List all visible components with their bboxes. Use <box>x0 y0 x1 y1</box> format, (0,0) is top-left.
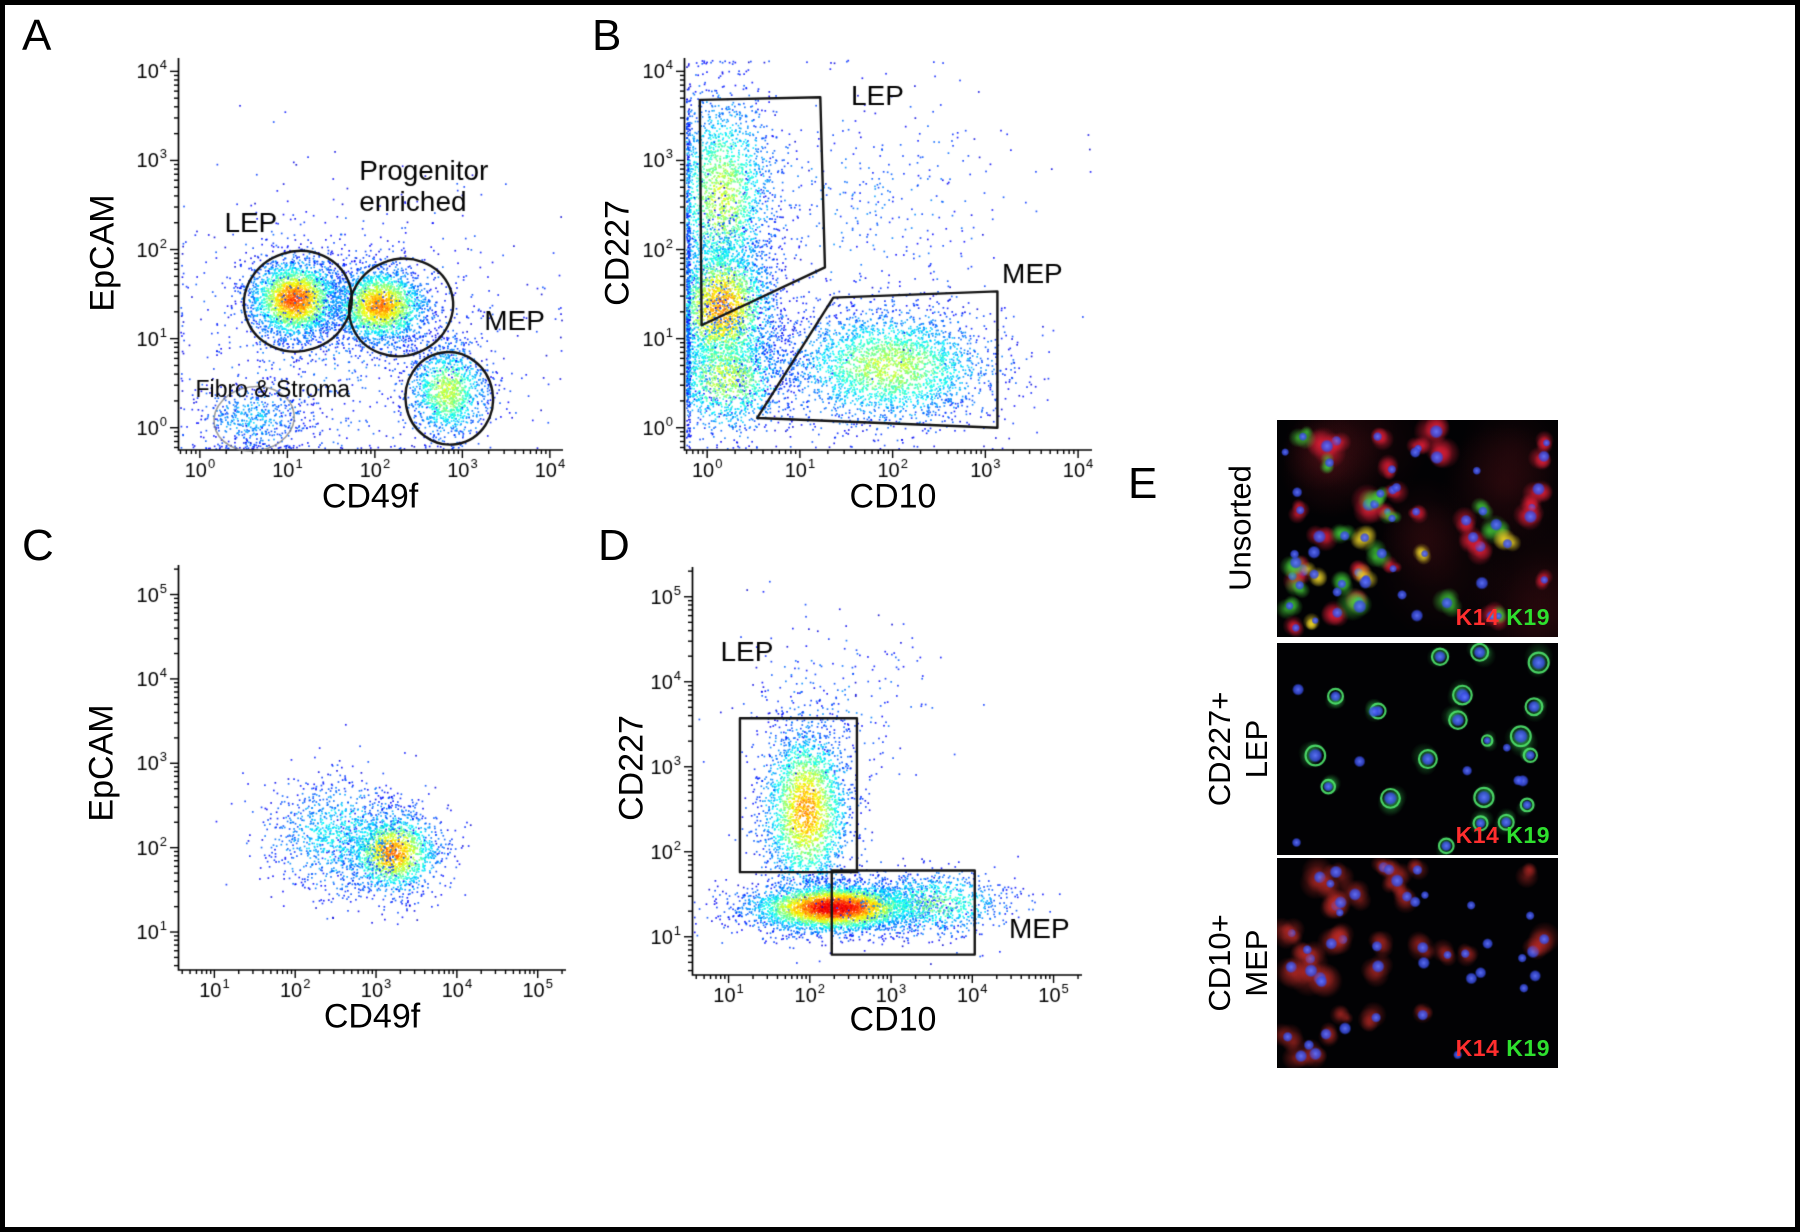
panel-label-E: E <box>1128 459 1158 508</box>
stain-legend-cd10-mep: K14 K19 <box>1380 1035 1550 1062</box>
flow-plot-D <box>610 545 1110 1010</box>
image-label-line: Unsorted <box>1222 465 1258 591</box>
k19-label: K19 <box>1506 822 1550 848</box>
image-label-cd227-lep: CD227+ LEP <box>1201 692 1275 807</box>
k14-label: K14 <box>1455 604 1500 630</box>
image-label-line: CD227+ <box>1202 691 1237 807</box>
flow-plot-C <box>95 545 590 1010</box>
image-label-line: LEP <box>1239 719 1274 779</box>
plot-A-y-axis-label: EpCAM <box>83 194 122 312</box>
image-label-cd10-mep: CD10+ MEP <box>1201 914 1275 1011</box>
flow-plot-A <box>95 35 590 495</box>
fluorescence-image-unsorted <box>1277 420 1558 637</box>
k19-label: K19 <box>1506 604 1550 630</box>
k14-label: K14 <box>1455 822 1500 848</box>
plot-A-x-axis-label: CD49f <box>321 477 419 516</box>
image-label-unsorted: Unsorted <box>1222 465 1259 591</box>
fluorescence-image-cd10-mep <box>1277 858 1558 1068</box>
image-label-line: CD10+ <box>1202 914 1237 1012</box>
plot-B-y-axis-label: CD227 <box>598 200 637 306</box>
plot-B-x-axis-label: CD10 <box>849 477 937 516</box>
image-label-line: MEP <box>1239 929 1274 997</box>
stain-legend-unsorted: K14 K19 <box>1380 604 1550 631</box>
panel-label-A: A <box>22 11 52 60</box>
plot-C-x-axis-label: CD49f <box>323 997 421 1036</box>
flow-plot-B <box>600 35 1110 495</box>
stain-legend-cd227-lep: K14 K19 <box>1380 822 1550 849</box>
plot-D-x-axis-label: CD10 <box>849 1000 937 1039</box>
k14-label: K14 <box>1455 1035 1500 1061</box>
fluorescence-image-cd227-lep <box>1277 643 1558 855</box>
k19-label: K19 <box>1506 1035 1550 1061</box>
plot-D-y-axis-label: CD227 <box>612 715 651 821</box>
panel-label-C: C <box>22 521 54 570</box>
plot-C-y-axis-label: EpCAM <box>82 704 121 822</box>
